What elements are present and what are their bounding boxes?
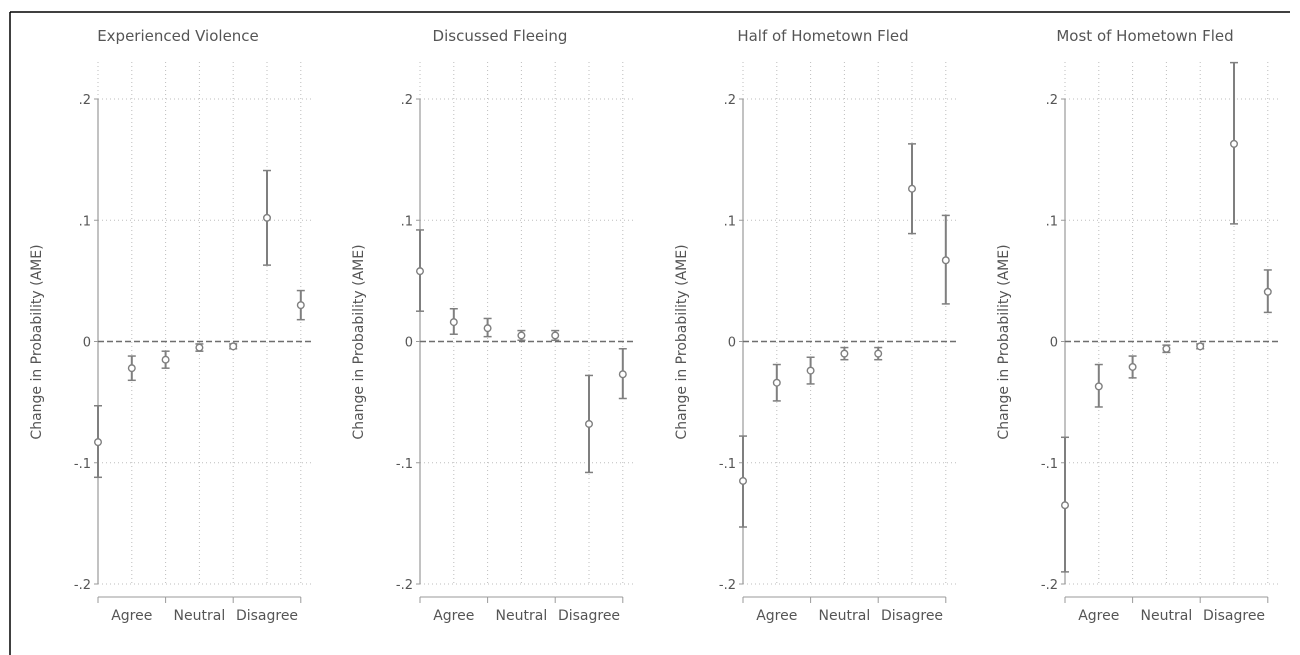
point-estimate [416,267,425,276]
y-tick-label: 0 [83,336,91,351]
y-tick-label: 0 [728,336,736,351]
point-estimate [806,366,815,375]
point-estimate [1094,382,1103,391]
x-category-label: Neutral [496,608,548,624]
y-tick-label: .1 [401,214,413,229]
point-estimate [585,419,594,428]
x-category-label: Neutral [174,608,226,624]
y-tick-label: -.1 [719,457,736,472]
chart-panel-3: Half of Hometown Fled Change in Probabili… [674,27,959,624]
point-estimate [551,331,560,340]
panel-title: Experienced Violence [97,27,259,45]
y-tick-label: .2 [724,93,736,108]
y-tick-label: -.1 [1041,457,1058,472]
point-estimate [739,476,748,485]
point-estimate [1229,139,1238,148]
x-category-label: Disagree [881,608,943,624]
point-estimate [908,184,917,193]
y-axis-label: Change in Probability (AME) [674,244,690,439]
point-estimate [195,343,204,352]
x-category-label: Disagree [1203,608,1265,624]
y-tick-label: -.2 [719,578,736,593]
y-tick-label: .1 [79,214,91,229]
point-estimate [483,324,492,333]
point-estimate [618,370,627,379]
point-estimate [840,349,849,358]
x-category-label: Disagree [558,608,620,624]
y-tick-label: 0 [1050,336,1058,351]
point-estimate [93,438,102,447]
x-category-label: Disagree [236,608,298,624]
y-tick-label: -.1 [396,457,413,472]
point-estimate [127,364,136,373]
point-estimate [263,213,272,222]
panel-title: Discussed Fleeing [433,27,568,45]
point-estimate [296,301,305,310]
y-tick-label: -.2 [1041,578,1058,593]
y-tick-label: -.1 [74,457,91,472]
x-category-label: Agree [111,608,152,624]
point-estimate [1196,342,1205,351]
y-tick-label: .2 [79,93,91,108]
point-estimate [1060,501,1069,510]
point-estimate [772,378,781,387]
y-tick-label: -.2 [396,578,413,593]
x-category-label: Agree [1078,608,1119,624]
y-tick-label: .2 [401,93,413,108]
y-axis-label: Change in Probability (AME) [996,244,1012,439]
point-estimate [161,355,170,364]
y-axis-label: Change in Probability (AME) [29,244,45,439]
y-tick-label: .1 [724,214,736,229]
panel-title: Half of Hometown Fled [737,27,908,45]
y-tick-label: .2 [1046,93,1058,108]
x-category-label: Agree [433,608,474,624]
point-estimate [1128,362,1137,371]
y-tick-label: -.2 [74,578,91,593]
point-estimate [517,331,526,340]
point-estimate [874,349,883,358]
point-estimate [941,256,950,265]
x-category-label: Neutral [1141,608,1193,624]
chart-panel-2: Discussed Fleeing Change in Probability (… [351,27,636,624]
y-tick-label: 0 [405,336,413,351]
chart-panel-4: Most of Hometown Fled Change in Probabili… [996,27,1281,624]
point-estimate [229,342,238,351]
panel-title: Most of Hometown Fled [1056,27,1233,45]
point-estimate [1263,287,1272,296]
chart-panel-1: Experienced Violence Change in Probabilit… [29,27,314,624]
x-category-label: Agree [756,608,797,624]
point-estimate [449,318,458,327]
y-axis-label: Change in Probability (AME) [351,244,367,439]
point-estimate [1162,344,1171,353]
y-tick-label: .1 [1046,214,1058,229]
x-category-label: Neutral [819,608,871,624]
